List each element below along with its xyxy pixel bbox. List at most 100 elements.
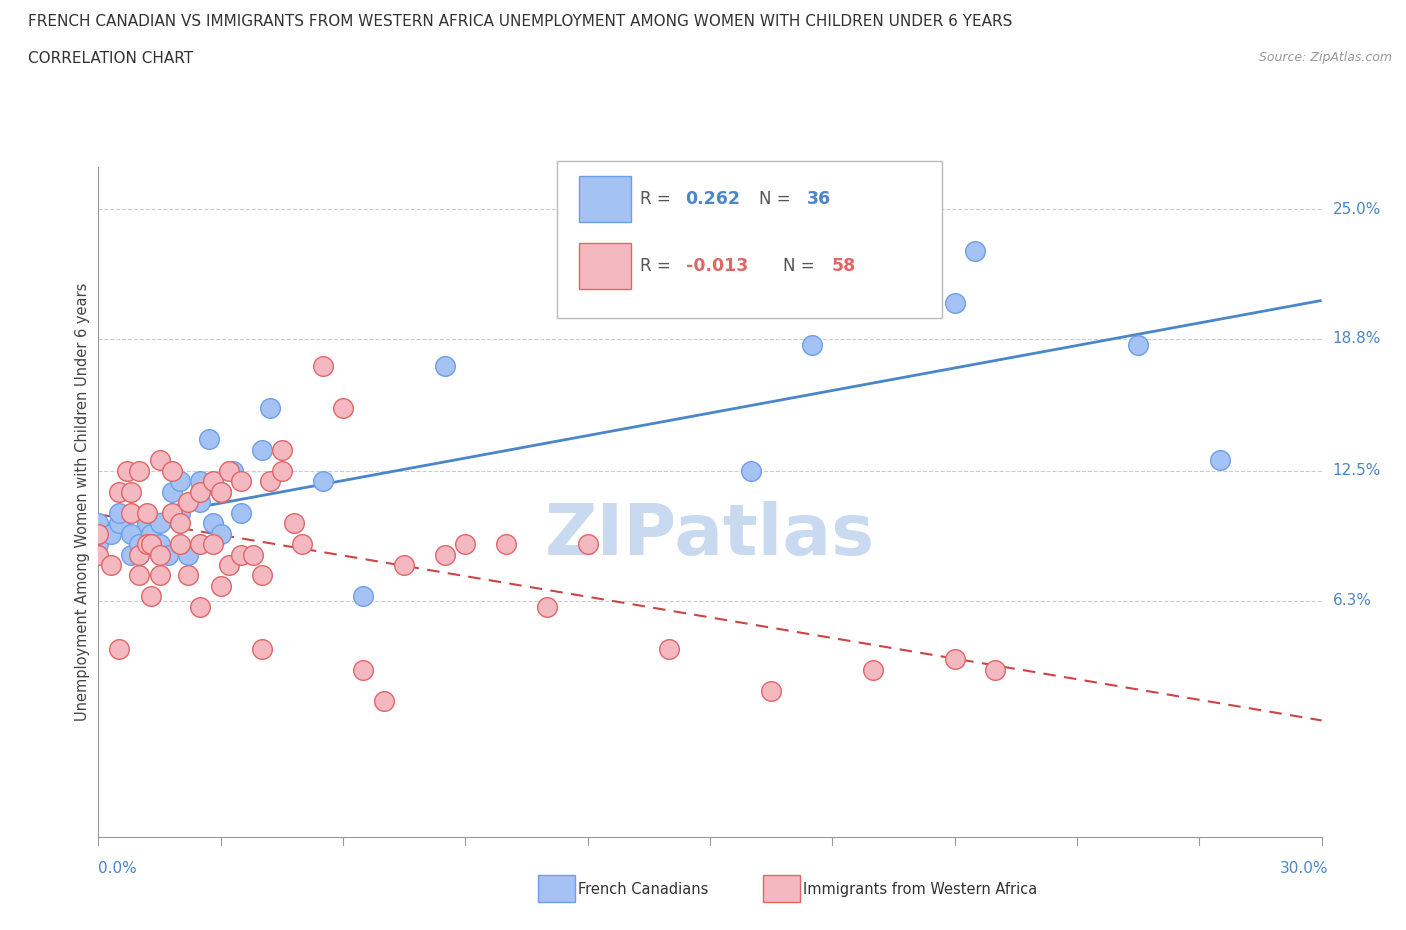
Text: 6.3%: 6.3% (1333, 593, 1372, 608)
Point (259, 401, 281, 416)
Point (576, 537, 599, 551)
Text: 30.0%: 30.0% (1281, 861, 1329, 876)
Point (740, 463, 762, 478)
Point (149, 453, 172, 468)
Point (136, 516, 159, 531)
Text: 18.8%: 18.8% (1333, 331, 1381, 347)
Point (250, 443, 273, 458)
Point (392, 558, 416, 573)
Point (312, 474, 335, 489)
Point (209, 578, 232, 593)
Point (115, 463, 138, 478)
Point (259, 474, 281, 489)
Point (201, 516, 224, 531)
FancyBboxPatch shape (579, 176, 630, 222)
Point (242, 547, 264, 562)
Point (761, 683, 783, 698)
Point (108, 505, 131, 520)
Point (231, 547, 253, 562)
Text: 36: 36 (807, 190, 831, 208)
Point (1209, 453, 1232, 468)
Text: N =: N = (759, 190, 796, 208)
Point (312, 359, 335, 374)
Point (128, 537, 150, 551)
Point (801, 338, 824, 352)
Point (218, 463, 240, 478)
Point (100, 558, 122, 573)
Point (120, 526, 142, 541)
Point (160, 485, 183, 499)
Point (120, 547, 142, 562)
Point (169, 474, 191, 489)
Point (209, 485, 232, 499)
Point (149, 547, 172, 562)
Text: Immigrants from Western Africa: Immigrants from Western Africa (803, 882, 1038, 897)
Text: 58: 58 (831, 257, 855, 275)
Point (87, 526, 110, 541)
Point (222, 463, 245, 478)
Point (862, 662, 884, 677)
Point (209, 526, 232, 541)
Point (156, 547, 179, 562)
Point (160, 505, 183, 520)
Point (197, 432, 219, 447)
Point (108, 516, 131, 531)
Text: -0.013: -0.013 (686, 257, 748, 275)
Text: N =: N = (783, 257, 820, 275)
Point (332, 401, 354, 416)
Point (188, 600, 212, 615)
Point (434, 359, 457, 374)
Point (201, 474, 224, 489)
Point (270, 443, 294, 458)
Point (108, 485, 131, 499)
Point (87, 537, 110, 551)
Point (352, 662, 374, 677)
Point (231, 505, 253, 520)
Point (1128, 338, 1150, 352)
Point (120, 485, 142, 499)
Point (87, 516, 110, 531)
Point (965, 244, 987, 259)
Point (291, 537, 314, 551)
Point (943, 652, 966, 667)
Point (177, 547, 200, 562)
Point (943, 296, 966, 311)
Text: 12.5%: 12.5% (1333, 463, 1381, 478)
Point (188, 495, 212, 510)
Point (188, 485, 212, 499)
Point (188, 474, 212, 489)
Point (434, 547, 457, 562)
FancyBboxPatch shape (557, 161, 942, 318)
Text: R =: R = (640, 257, 676, 275)
Point (169, 537, 191, 551)
Point (149, 537, 172, 551)
Point (141, 589, 163, 604)
Point (209, 485, 232, 499)
Text: 25.0%: 25.0% (1333, 202, 1381, 217)
Point (169, 505, 191, 520)
Point (149, 516, 172, 531)
Point (218, 558, 240, 573)
Point (87, 547, 110, 562)
Point (141, 537, 163, 551)
Text: ZIPatlas: ZIPatlas (546, 501, 875, 570)
Point (160, 463, 183, 478)
Point (141, 526, 163, 541)
Text: Source: ZipAtlas.com: Source: ZipAtlas.com (1258, 51, 1392, 64)
Point (201, 537, 224, 551)
Point (136, 505, 159, 520)
Point (231, 474, 253, 489)
Point (128, 463, 150, 478)
Point (984, 662, 1007, 677)
Text: French Canadians: French Canadians (578, 882, 709, 897)
Point (149, 568, 172, 583)
Point (454, 537, 477, 551)
Text: 0.262: 0.262 (686, 190, 741, 208)
Text: 0.0%: 0.0% (98, 861, 138, 876)
Point (373, 694, 395, 709)
Point (136, 537, 159, 551)
Point (120, 505, 142, 520)
FancyBboxPatch shape (579, 243, 630, 289)
Point (128, 568, 150, 583)
Point (177, 495, 200, 510)
